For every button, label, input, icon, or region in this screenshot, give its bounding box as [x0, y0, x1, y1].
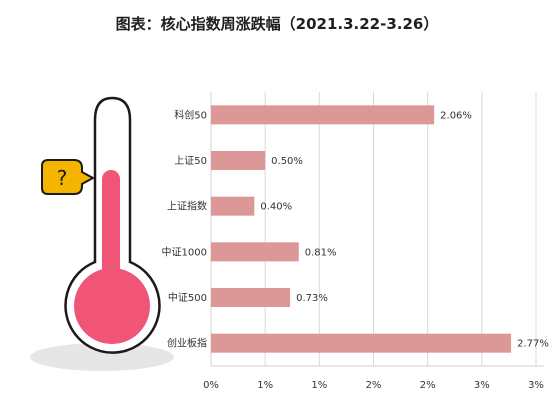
thermometer-mercury	[102, 170, 120, 282]
thermometer-bulb	[74, 268, 150, 344]
chart-title: 图表：核心指数周涨跌幅（2021.3.22-3.26）	[115, 15, 439, 33]
category-label: 科创50	[174, 108, 207, 121]
thermometer-shadow	[30, 343, 174, 371]
category-label: 中证1000	[162, 245, 207, 258]
data-label: 0.73%	[296, 293, 328, 304]
x-tick-label: 2%	[420, 380, 436, 391]
category-label: 创业板指	[167, 337, 207, 350]
bar	[211, 333, 512, 353]
category-label: 上证指数	[167, 200, 207, 213]
question-badge	[41, 159, 96, 195]
category-label: 上证50	[174, 155, 207, 167]
bar	[211, 288, 291, 307]
data-label: 2.06%	[440, 110, 472, 121]
x-tick-label: 2%	[366, 380, 382, 391]
bar	[211, 105, 435, 125]
question-mark-icon: ?	[57, 166, 68, 190]
x-tick-label: 3%	[474, 380, 490, 391]
data-label: 0.50%	[271, 156, 303, 167]
x-tick-label: 1%	[257, 380, 273, 391]
bar	[211, 242, 299, 262]
category-label: 中证500	[168, 291, 207, 304]
x-tick-label: 3%	[528, 380, 544, 391]
x-tick-label: 0%	[203, 380, 219, 391]
data-label: 2.77%	[517, 339, 549, 350]
data-label: 0.40%	[260, 202, 292, 213]
bar	[211, 151, 266, 170]
bar	[211, 196, 255, 216]
data-label: 0.81%	[305, 247, 337, 258]
x-tick-label: 1%	[311, 380, 327, 391]
